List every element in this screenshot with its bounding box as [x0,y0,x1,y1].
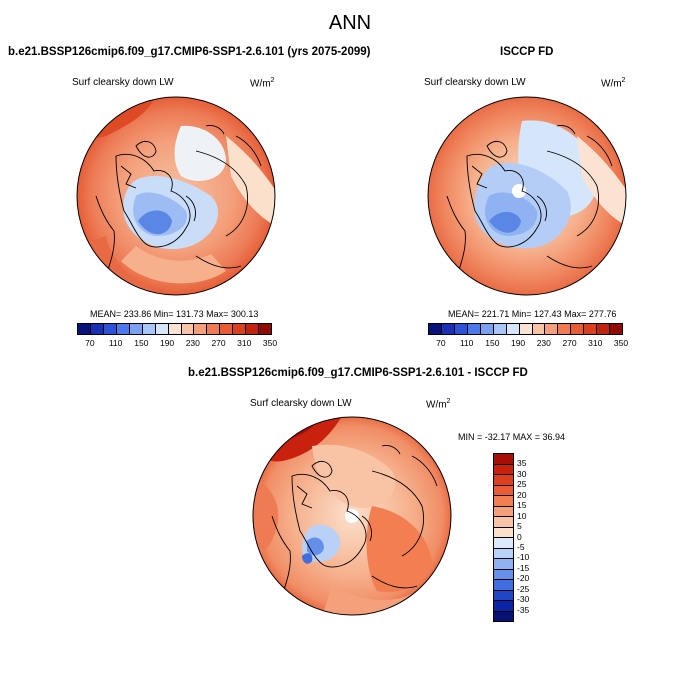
colorbar-tick-label: 70 [85,338,95,348]
colorbar-tick-label: 110 [108,338,123,348]
colorbar-swatch [259,324,272,334]
colorbar-tick-label: 310 [588,338,603,348]
colorbar-tick-label: -5 [517,541,525,552]
colorbar-swatch [494,590,513,601]
colorbar-tick-label: -30 [517,594,530,605]
colorbar-swatch [494,454,513,465]
colorbar-swatch [494,527,513,538]
colorbar-swatch [194,324,208,334]
colorbar-swatch [233,324,247,334]
top-right-colorbar-ticks: 70 110 150 190 230 270 310 350 [428,338,628,350]
bottom-minmax: MIN = -32.17 MAX = 36.94 [458,432,566,442]
colorbar-swatch [494,611,513,621]
colorbar-tick-label: 30 [517,468,527,479]
colorbar-swatch [116,324,130,334]
colorbar-tick-label: 35 [517,458,527,469]
colorbar-swatch [506,324,520,334]
colorbar-swatch [78,324,91,334]
colorbar-swatch [454,324,468,334]
colorbar-tick-label: -35 [517,604,530,615]
bottom-difference-polar-map [252,416,452,616]
colorbar-tick-label: 270 [562,338,577,348]
colorbar-tick-label: 190 [510,338,526,348]
colorbar-swatch [494,601,513,612]
colorbar-swatch [429,324,442,334]
colorbar-tick-label: 110 [459,338,474,348]
top-right-units: W/m2 [601,77,626,90]
colorbar-swatch [494,464,513,475]
colorbar-tick-label: 15 [517,500,527,511]
bottom-units: W/m2 [426,398,451,411]
colorbar-tick-label: -15 [517,562,530,573]
colorbar-tick-label: 25 [517,479,527,490]
top-right-stats: MEAN= 221.71 Min= 127.43 Max= 277.76 [448,309,617,319]
colorbar-tick-label: -20 [517,573,530,584]
colorbar-swatch [494,517,513,528]
top-left-variable-label: Surf clearsky down LW [72,77,174,88]
colorbar-swatch [494,580,513,591]
colorbar-tick-label: 270 [211,338,226,348]
colorbar-swatch [558,324,572,334]
colorbar-swatch [90,324,104,334]
colorbar-tick-label: 0 [517,531,522,542]
colorbar-tick-label: -10 [517,552,530,563]
colorbar-swatch [155,324,169,334]
colorbar-swatch [103,324,117,334]
colorbar-swatch [207,324,221,334]
top-left-stats: MEAN= 233.86 Min= 131.73 Max= 300.13 [90,309,259,319]
colorbar-swatch [168,324,182,334]
colorbar-swatch [494,538,513,549]
bottom-difference-colorbar [493,453,514,622]
colorbar-swatch [519,324,533,334]
colorbar-swatch [181,324,195,334]
colorbar-swatch [246,324,260,334]
main-title: ANN [328,12,372,34]
colorbar-swatch [480,324,494,334]
colorbar-swatch [493,324,507,334]
colorbar-swatch [597,324,611,334]
top-right-colorbar [428,323,623,335]
bottom-case-title: b.e21.BSSP126cmip6.f09_g17.CMIP6-SSP1-2.… [188,367,528,379]
colorbar-swatch [467,324,481,334]
colorbar-swatch [494,506,513,517]
colorbar-swatch [441,324,455,334]
top-right-variable-label: Surf clearsky down LW [424,77,526,88]
top-left-case-title: b.e21.BSSP126cmip6.f09_g17.CMIP6-SSP1-2.… [8,46,371,58]
colorbar-tick-label: 5 [517,521,522,532]
colorbar-swatch [494,559,513,570]
colorbar-swatch [494,548,513,559]
colorbar-tick-label: -25 [517,583,530,594]
colorbar-tick-label: 20 [517,489,527,500]
top-left-colorbar-ticks: 70 110 150 190 230 270 310 350 [77,338,277,350]
colorbar-swatch [220,324,234,334]
colorbar-swatch [545,324,559,334]
top-left-colorbar [77,323,272,335]
top-left-units: W/m2 [250,77,275,90]
colorbar-swatch [129,324,143,334]
top-right-polar-map [427,96,627,296]
colorbar-tick-label: 10 [517,510,527,521]
colorbar-tick-label: 350 [613,338,629,348]
colorbar-swatch [494,496,513,507]
colorbar-tick-label: 230 [536,338,551,348]
colorbar-swatch [584,324,598,334]
colorbar-swatch [571,324,585,334]
colorbar-tick-label: 150 [485,338,500,348]
colorbar-swatch [494,475,513,486]
colorbar-swatch [610,324,623,334]
colorbar-tick-label: 70 [436,338,446,348]
colorbar-swatch [494,569,513,580]
colorbar-tick-label: 190 [159,338,175,348]
top-left-polar-map [76,96,276,296]
colorbar-swatch [142,324,156,334]
colorbar-swatch [532,324,546,334]
colorbar-tick-label: 230 [185,338,200,348]
colorbar-tick-label: 150 [134,338,149,348]
bottom-variable-label: Surf clearsky down LW [250,398,352,409]
colorbar-tick-label: 310 [237,338,252,348]
top-right-case-title: ISCCP FD [500,46,554,58]
colorbar-tick-label: 350 [262,338,278,348]
colorbar-swatch [494,485,513,496]
